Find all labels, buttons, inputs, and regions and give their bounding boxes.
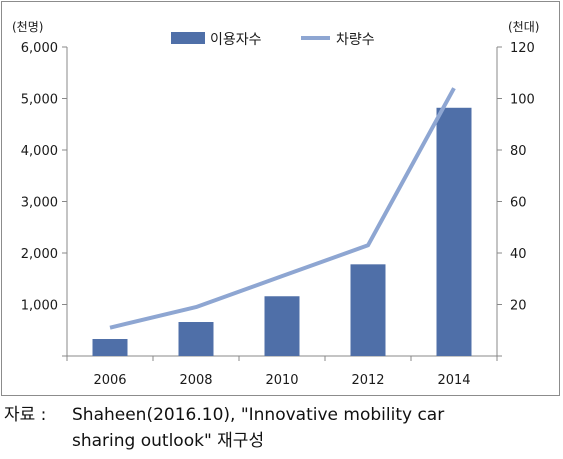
left-tick-label: 2,000 <box>21 247 58 262</box>
chart-svg: 1,000 2,000 3,000 4,000 5,000 6,000 20 40 60 80 10… <box>12 19 539 388</box>
left-axis-unit: (천명) <box>12 19 43 34</box>
legend-label-bar: 이용자수 <box>210 32 262 48</box>
source-text-1: Shaheen(2016.10), "Innovative mobility c… <box>72 405 445 425</box>
legend-label-line: 차량수 <box>336 32 375 48</box>
left-tick-label: 1,000 <box>21 299 58 314</box>
legend-swatch-bar <box>171 32 205 44</box>
right-tick-label: 80 <box>510 144 527 159</box>
right-axis-unit: (천대) <box>508 19 539 34</box>
bar-2014 <box>436 107 472 357</box>
right-tick-label: 100 <box>510 93 535 108</box>
source-line-1: 자료 : Shaheen(2016.10), "Innovative mobili… <box>4 402 559 428</box>
line-series-vehicles <box>109 87 456 330</box>
x-tick-label: 2012 <box>351 373 384 388</box>
source-note: 자료 : Shaheen(2016.10), "Innovative mobili… <box>4 402 559 454</box>
x-tick-label: 2008 <box>179 373 212 388</box>
x-tick-label: 2006 <box>93 373 126 388</box>
bar-2010 <box>264 296 300 356</box>
right-tick-label: 40 <box>510 247 527 262</box>
left-tick-label: 5,000 <box>21 93 58 108</box>
left-tick-label: 4,000 <box>21 144 58 159</box>
x-tick-label: 2014 <box>437 373 470 388</box>
left-tick-label: 3,000 <box>21 196 58 211</box>
right-tick-label: 60 <box>510 196 527 211</box>
bar-2008 <box>178 322 214 356</box>
right-tick-label: 120 <box>510 41 535 56</box>
left-tick-label: 6,000 <box>21 41 58 56</box>
bar-2012 <box>350 264 386 356</box>
bar-2006 <box>92 339 128 356</box>
source-label: 자료 : <box>4 405 47 425</box>
source-line-2: sharing outlook" 재구성 <box>72 431 265 451</box>
right-tick-label: 20 <box>510 299 527 314</box>
x-tick-label: 2010 <box>265 373 298 388</box>
